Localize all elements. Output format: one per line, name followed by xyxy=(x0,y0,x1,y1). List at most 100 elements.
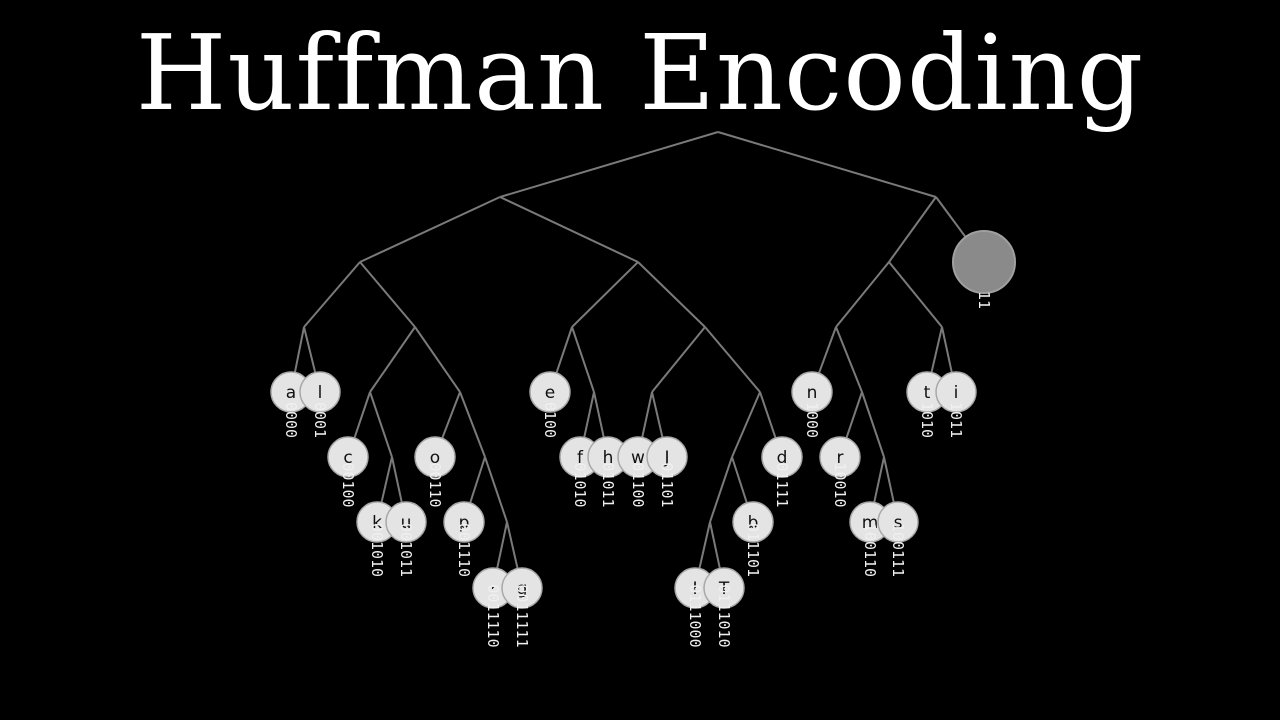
edge xyxy=(499,131,719,198)
edge xyxy=(888,261,943,328)
leaf-symbol: t xyxy=(924,383,931,403)
leaf-symbol: c xyxy=(343,448,352,468)
leaf-circle xyxy=(646,436,688,478)
edge xyxy=(651,326,706,393)
edge xyxy=(571,261,639,328)
edge xyxy=(861,391,885,458)
leaf-symbol: p xyxy=(459,513,470,533)
edge xyxy=(414,326,461,393)
leaf-code: 0011111 xyxy=(513,584,531,647)
leaf-symbol: n xyxy=(807,383,818,403)
leaf-code: 01011 xyxy=(599,462,617,507)
edge xyxy=(369,391,393,458)
leaf-symbol: h xyxy=(603,448,614,468)
leaf-circle xyxy=(501,567,543,609)
leaf-symbol: g xyxy=(517,579,528,599)
leaf-code: 1010 xyxy=(918,402,936,438)
leaf-code: 0001 xyxy=(311,402,329,438)
edge xyxy=(484,456,508,523)
leaf-code: 0011110 xyxy=(484,584,502,647)
leaf-circle xyxy=(414,436,456,478)
leaf-code: 001011 xyxy=(397,523,415,577)
leaf-circle xyxy=(877,501,919,543)
leaf-symbol: m xyxy=(862,513,879,533)
leaf-circle xyxy=(529,371,571,413)
leaf-symbol: s xyxy=(894,513,903,533)
leaf-code: 11 xyxy=(975,291,993,309)
leaf-code: 0111000 xyxy=(686,584,704,647)
leaf-code: 00110 xyxy=(426,462,444,507)
edge xyxy=(359,261,416,328)
leaf-symbol: k xyxy=(372,513,382,533)
leaf-symbol: ! xyxy=(692,579,699,599)
edge xyxy=(835,261,890,328)
leaf-circle xyxy=(952,230,1016,294)
leaf-symbol: e xyxy=(545,383,555,403)
leaf-symbol: T xyxy=(718,579,730,599)
leaf-symbol: f xyxy=(577,448,584,468)
leaf-node: ·0011110 xyxy=(472,567,514,648)
leaf-symbol: · xyxy=(490,579,495,599)
page-title: Huffman Encoding xyxy=(135,12,1145,134)
leaf-symbol: l xyxy=(318,383,323,403)
edge xyxy=(709,456,733,523)
leaf-circle xyxy=(819,436,861,478)
leaf-code: 100111 xyxy=(889,523,907,577)
leaf-code: 011101 xyxy=(744,523,762,577)
leaf-code: 01010 xyxy=(571,462,589,507)
leaf-node-large: 11 xyxy=(952,230,1016,309)
leaf-circle xyxy=(703,567,745,609)
leaf-code: 00100 xyxy=(339,462,357,507)
leaf-symbol: J xyxy=(663,448,669,468)
leaf-symbol: d xyxy=(777,448,788,468)
leaf-circle xyxy=(791,371,833,413)
leaf-code: 001010 xyxy=(368,523,386,577)
leaf-code: 001110 xyxy=(455,523,473,577)
leaf-code: 01101 xyxy=(658,462,676,507)
leaf-circle xyxy=(299,371,341,413)
leaf-code: 0111010 xyxy=(715,584,733,647)
leaf-circle xyxy=(327,436,369,478)
edge xyxy=(888,196,937,263)
leaf-symbol: a xyxy=(286,383,296,403)
leaf-code: 01111 xyxy=(773,462,791,507)
leaf-code: 100110 xyxy=(861,523,879,577)
edge xyxy=(704,326,761,393)
leaf-circle xyxy=(935,371,977,413)
leaf-circle xyxy=(761,436,803,478)
edge xyxy=(359,196,501,263)
edge xyxy=(369,326,416,393)
edge xyxy=(459,391,486,458)
leaf-node: !0111000 xyxy=(674,567,716,648)
leaf-code: 0100 xyxy=(541,402,559,438)
leaf-symbol: o xyxy=(430,448,440,468)
edge xyxy=(717,131,937,198)
leaf-code: 1011 xyxy=(947,402,965,438)
edge xyxy=(637,261,706,328)
leaf-code: 10010 xyxy=(831,462,849,507)
edge xyxy=(303,261,361,328)
leaf-symbol: i xyxy=(954,383,959,403)
leaf-code: 1000 xyxy=(803,402,821,438)
edge xyxy=(571,326,595,393)
leaf-symbol: b xyxy=(748,513,759,533)
edge xyxy=(731,391,761,458)
